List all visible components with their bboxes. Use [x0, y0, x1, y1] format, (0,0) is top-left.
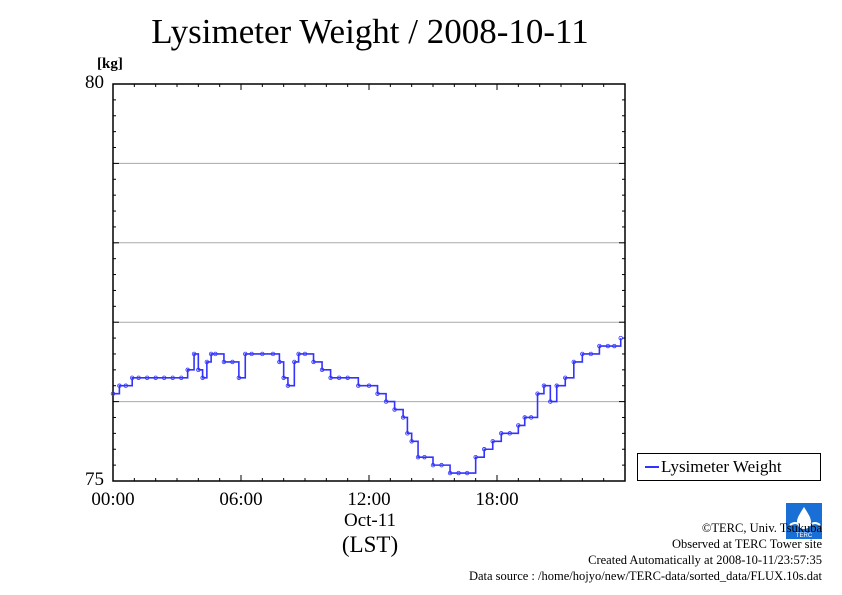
data-point [196, 367, 201, 373]
data-point [580, 351, 585, 357]
data-point [319, 367, 325, 373]
credit-copyright: ©TERC, Univ. Tsukuba [701, 521, 822, 535]
data-point [302, 351, 308, 357]
data-point [528, 415, 534, 420]
data-point [129, 375, 135, 380]
data-point [375, 391, 380, 396]
data-point [383, 399, 389, 404]
data-point [200, 375, 205, 380]
data-point [522, 415, 527, 420]
data-point [185, 367, 190, 373]
legend-label: Lysimeter Weight [661, 457, 782, 476]
data-point [161, 375, 167, 380]
data-point [392, 407, 397, 412]
legend: Lysimeter Weight [637, 453, 821, 481]
data-point [243, 351, 248, 357]
data-point [260, 351, 265, 357]
data-point [204, 359, 210, 365]
data-point [588, 351, 594, 357]
y-tick-label-80: 80 [85, 72, 104, 93]
data-point [400, 415, 406, 420]
logo-text: TERC [796, 533, 813, 539]
data-point [213, 351, 218, 357]
data-point [430, 462, 436, 468]
data-point [605, 343, 611, 349]
data-point [409, 439, 414, 444]
data-point [144, 375, 150, 380]
data-point [285, 383, 291, 388]
data-point [456, 470, 461, 476]
data-point [541, 383, 547, 388]
x-axis-label: (LST) [341, 532, 399, 557]
data-point [405, 431, 410, 436]
data-point [356, 383, 361, 388]
chart-title: Lysimeter Weight / 2008-10-11 [151, 12, 589, 51]
data-point [516, 423, 521, 428]
data-point [336, 375, 342, 380]
data-point [270, 351, 276, 357]
data-point [208, 351, 214, 357]
data-point [482, 447, 487, 452]
data-point [490, 439, 495, 444]
data-point [249, 351, 254, 357]
data-point [447, 470, 453, 476]
data-point [415, 454, 421, 460]
data-point [191, 351, 197, 357]
data-point [153, 375, 158, 380]
data-point [563, 375, 568, 380]
data-point [571, 359, 576, 365]
data-point [170, 375, 175, 380]
data-point [473, 454, 478, 460]
data-point [117, 383, 122, 388]
x-tick-label-1800: 18:00 [475, 489, 519, 510]
data-point [612, 343, 617, 349]
data-point [221, 359, 227, 365]
terc-logo: TERC [786, 503, 822, 539]
data-point [439, 462, 444, 468]
data-point [422, 454, 427, 460]
data-point [618, 335, 623, 341]
data-point [281, 375, 286, 380]
x-tick-label-0000: 00:00 [91, 489, 135, 510]
data-point [292, 359, 297, 365]
gridlines [113, 162, 625, 403]
data-point [123, 383, 128, 388]
data-point [366, 383, 372, 388]
x-tick-label-0600: 06:00 [219, 489, 263, 510]
data-point [230, 359, 235, 365]
data-point [554, 383, 559, 388]
plot-frame [112, 83, 626, 482]
y-tick-label-75: 75 [85, 469, 104, 490]
data-point [464, 470, 470, 476]
data-point [311, 359, 316, 365]
data-point [236, 375, 242, 380]
data-point [345, 375, 350, 380]
data-point [548, 399, 553, 404]
legend-swatch [645, 466, 659, 468]
data-point [110, 391, 116, 396]
series-lysimeter-weight [110, 335, 623, 476]
data-point [179, 375, 184, 380]
data-point [328, 375, 333, 380]
data-point [597, 343, 602, 349]
data-point [535, 391, 540, 396]
data-point [499, 431, 504, 436]
credit-created: Created Automatically at 2008-10-11/23:5… [588, 553, 822, 567]
series-line [113, 338, 622, 474]
data-point [296, 351, 301, 357]
data-point [507, 431, 512, 436]
x-tick-label-1200: 12:00 [347, 489, 391, 510]
credits-block: ©TERC, Univ. Tsukuba Observed at TERC To… [469, 520, 822, 584]
data-point [136, 375, 141, 380]
y-axis-unit: [kg] [97, 56, 123, 72]
axis-ticks [112, 83, 626, 482]
data-point [277, 359, 282, 365]
credit-source: Data source : /home/hojyo/new/TERC-data/… [468, 569, 822, 583]
x-axis-date-label: Oct-11 [343, 510, 397, 531]
credit-observed: Observed at TERC Tower site [671, 537, 822, 551]
